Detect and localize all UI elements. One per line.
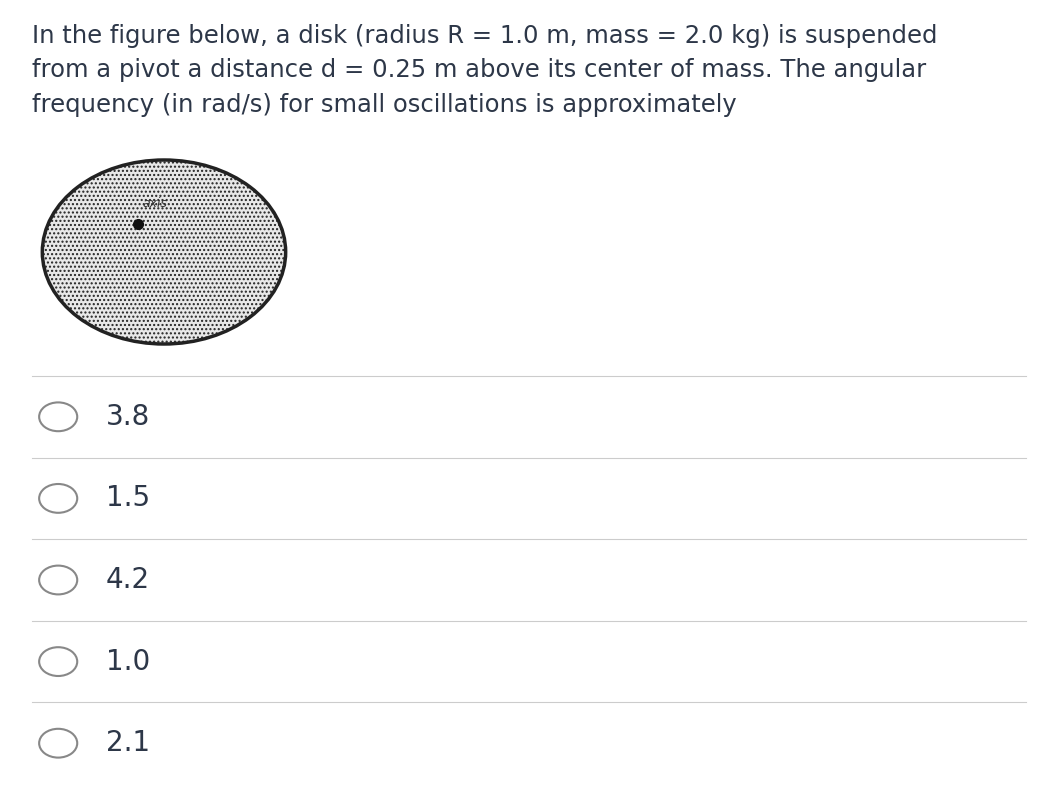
- Text: 2.1: 2.1: [106, 730, 150, 757]
- Text: 1.0: 1.0: [106, 648, 150, 675]
- Circle shape: [42, 160, 286, 344]
- Text: 4.2: 4.2: [106, 566, 150, 594]
- Text: 3.8: 3.8: [106, 402, 150, 430]
- Text: 1.5: 1.5: [106, 484, 150, 512]
- Text: axis: axis: [143, 197, 168, 210]
- Text: In the figure below, a disk (radius R = 1.0 m, mass = 2.0 kg) is suspended
from : In the figure below, a disk (radius R = …: [32, 24, 937, 117]
